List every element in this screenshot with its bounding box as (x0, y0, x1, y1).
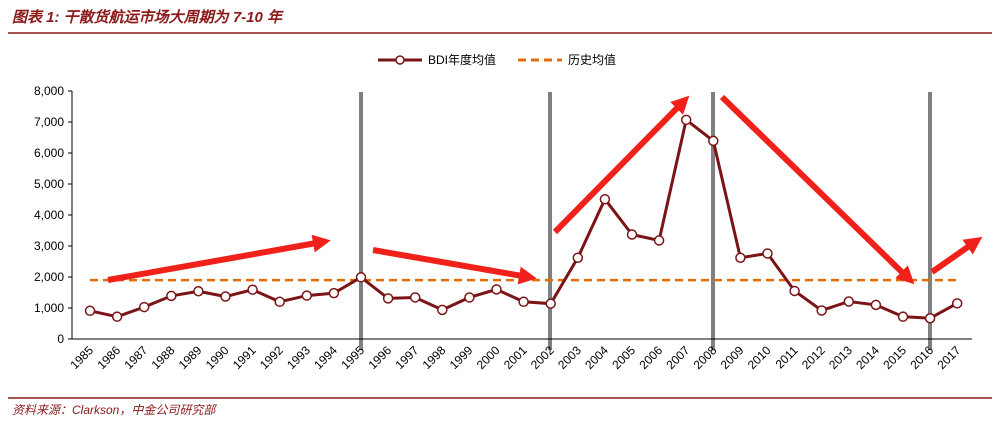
legend-label: 历史均值 (568, 52, 616, 67)
x-tick-label: 1991 (230, 343, 259, 372)
data-point (680, 114, 692, 126)
x-tick-label: 1987 (122, 343, 151, 372)
data-point (274, 296, 285, 308)
y-tick-label: 0 (57, 332, 64, 346)
x-tick-label: 1996 (365, 343, 394, 372)
x-tick-label: 2000 (474, 343, 503, 372)
x-tick-label: 2013 (826, 343, 855, 372)
source: 资料来源：Clarkson，中金公司研究部 (12, 403, 217, 417)
x-tick-label: 1989 (176, 343, 205, 372)
y-tick-label: 5,000 (34, 177, 64, 191)
trend-arrows (107, 94, 983, 285)
data-point (843, 296, 855, 307)
data-point (437, 304, 448, 316)
x-tick-label: 2004 (582, 343, 611, 372)
data-point (653, 235, 665, 246)
data-point (599, 193, 611, 205)
data-point (193, 286, 204, 297)
chart-title: 图表 1: 干散货航运市场大周期为 7-10 年 (12, 8, 284, 26)
data-point (897, 311, 909, 322)
legend-marker (395, 55, 405, 65)
data-point (328, 287, 340, 299)
data-point (464, 292, 475, 303)
x-tick-label: 2010 (745, 343, 774, 372)
data-point (626, 229, 638, 240)
x-tick-label: 2008 (691, 343, 720, 372)
y-tick-label: 2,000 (34, 270, 64, 284)
data-point (355, 272, 367, 283)
data-point (789, 285, 800, 297)
data-point (301, 290, 313, 301)
data-point (247, 284, 258, 295)
y-tick-label: 8,000 (34, 84, 64, 98)
y-tick-label: 6,000 (34, 146, 64, 160)
x-tick-label: 1998 (420, 343, 449, 372)
data-point (111, 311, 123, 322)
x-tick-label: 2017 (935, 343, 964, 372)
y-tick-label: 1,000 (34, 301, 64, 315)
data-point (409, 292, 421, 303)
x-tick-label: 1990 (203, 343, 232, 372)
data-point (545, 298, 556, 309)
x-tick-label: 2014 (853, 343, 882, 372)
x-tick-label: 2005 (609, 343, 638, 372)
data-point (138, 301, 150, 313)
x-tick-label: 1997 (393, 343, 422, 372)
x-tick-label: 2012 (799, 343, 828, 372)
data-point (708, 135, 719, 147)
x-tick-label: 2006 (636, 343, 665, 372)
x-tick-label: 2015 (880, 343, 909, 372)
data-point (762, 248, 773, 259)
y-tick-label: 4,000 (34, 208, 64, 222)
x-tick-label: 1999 (447, 343, 476, 372)
x-tick-label: 1994 (311, 343, 340, 372)
x-tick-label: 2003 (555, 343, 584, 372)
data-point (735, 252, 746, 264)
legend-label: BDI年度均值 (428, 52, 496, 67)
x-tick-label: 2007 (664, 343, 693, 372)
data-point (84, 305, 96, 317)
data-point (924, 312, 936, 324)
y-tick-label: 7,000 (34, 115, 64, 129)
x-tick-label: 1992 (257, 343, 286, 372)
x-tick-label: 2009 (718, 343, 747, 372)
x-tick-label: 1988 (149, 343, 178, 372)
data-point (382, 293, 394, 304)
data-point (816, 305, 827, 316)
series-line (89, 117, 958, 320)
data-point (951, 298, 963, 309)
x-tick-label: 2002 (528, 343, 557, 372)
data-point (518, 296, 529, 308)
data-point (491, 284, 502, 295)
y-tick-label: 3,000 (34, 239, 64, 253)
data-point (870, 299, 882, 311)
x-tick-label: 1993 (284, 343, 313, 372)
x-tick-label: 2011 (773, 343, 801, 371)
data-point (220, 291, 231, 302)
data-point (166, 290, 177, 302)
x-tick-label: 2016 (907, 343, 936, 372)
data-point (572, 252, 584, 264)
x-tick-label: 2001 (501, 343, 530, 372)
x-tick-label: 1985 (67, 343, 96, 372)
x-tick-label: 1986 (94, 343, 123, 372)
